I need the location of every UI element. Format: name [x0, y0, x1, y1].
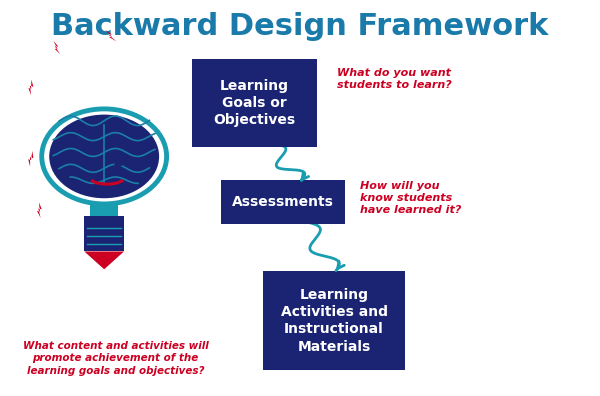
FancyBboxPatch shape — [85, 216, 124, 251]
Text: Assessments: Assessments — [232, 195, 334, 209]
Polygon shape — [105, 30, 116, 42]
Circle shape — [115, 162, 122, 167]
Text: Learning
Activities and
Instructional
Materials: Learning Activities and Instructional Ma… — [281, 288, 388, 354]
FancyBboxPatch shape — [90, 204, 118, 216]
Text: How will you
know students
have learned it?: How will you know students have learned … — [359, 181, 461, 215]
Text: What content and activities will
promote achievement of the
learning goals and o: What content and activities will promote… — [23, 341, 208, 376]
Ellipse shape — [49, 114, 159, 198]
Polygon shape — [28, 151, 34, 167]
Polygon shape — [85, 251, 124, 269]
Circle shape — [88, 162, 95, 167]
Text: Backward Design Framework: Backward Design Framework — [52, 12, 548, 41]
FancyBboxPatch shape — [192, 59, 317, 147]
Polygon shape — [28, 80, 34, 95]
Polygon shape — [37, 202, 42, 218]
Text: Learning
Goals or
Objectives: Learning Goals or Objectives — [214, 79, 296, 127]
FancyBboxPatch shape — [263, 271, 405, 370]
Text: What do you want
students to learn?: What do you want students to learn? — [337, 68, 452, 90]
Polygon shape — [53, 41, 60, 54]
FancyBboxPatch shape — [221, 180, 346, 224]
